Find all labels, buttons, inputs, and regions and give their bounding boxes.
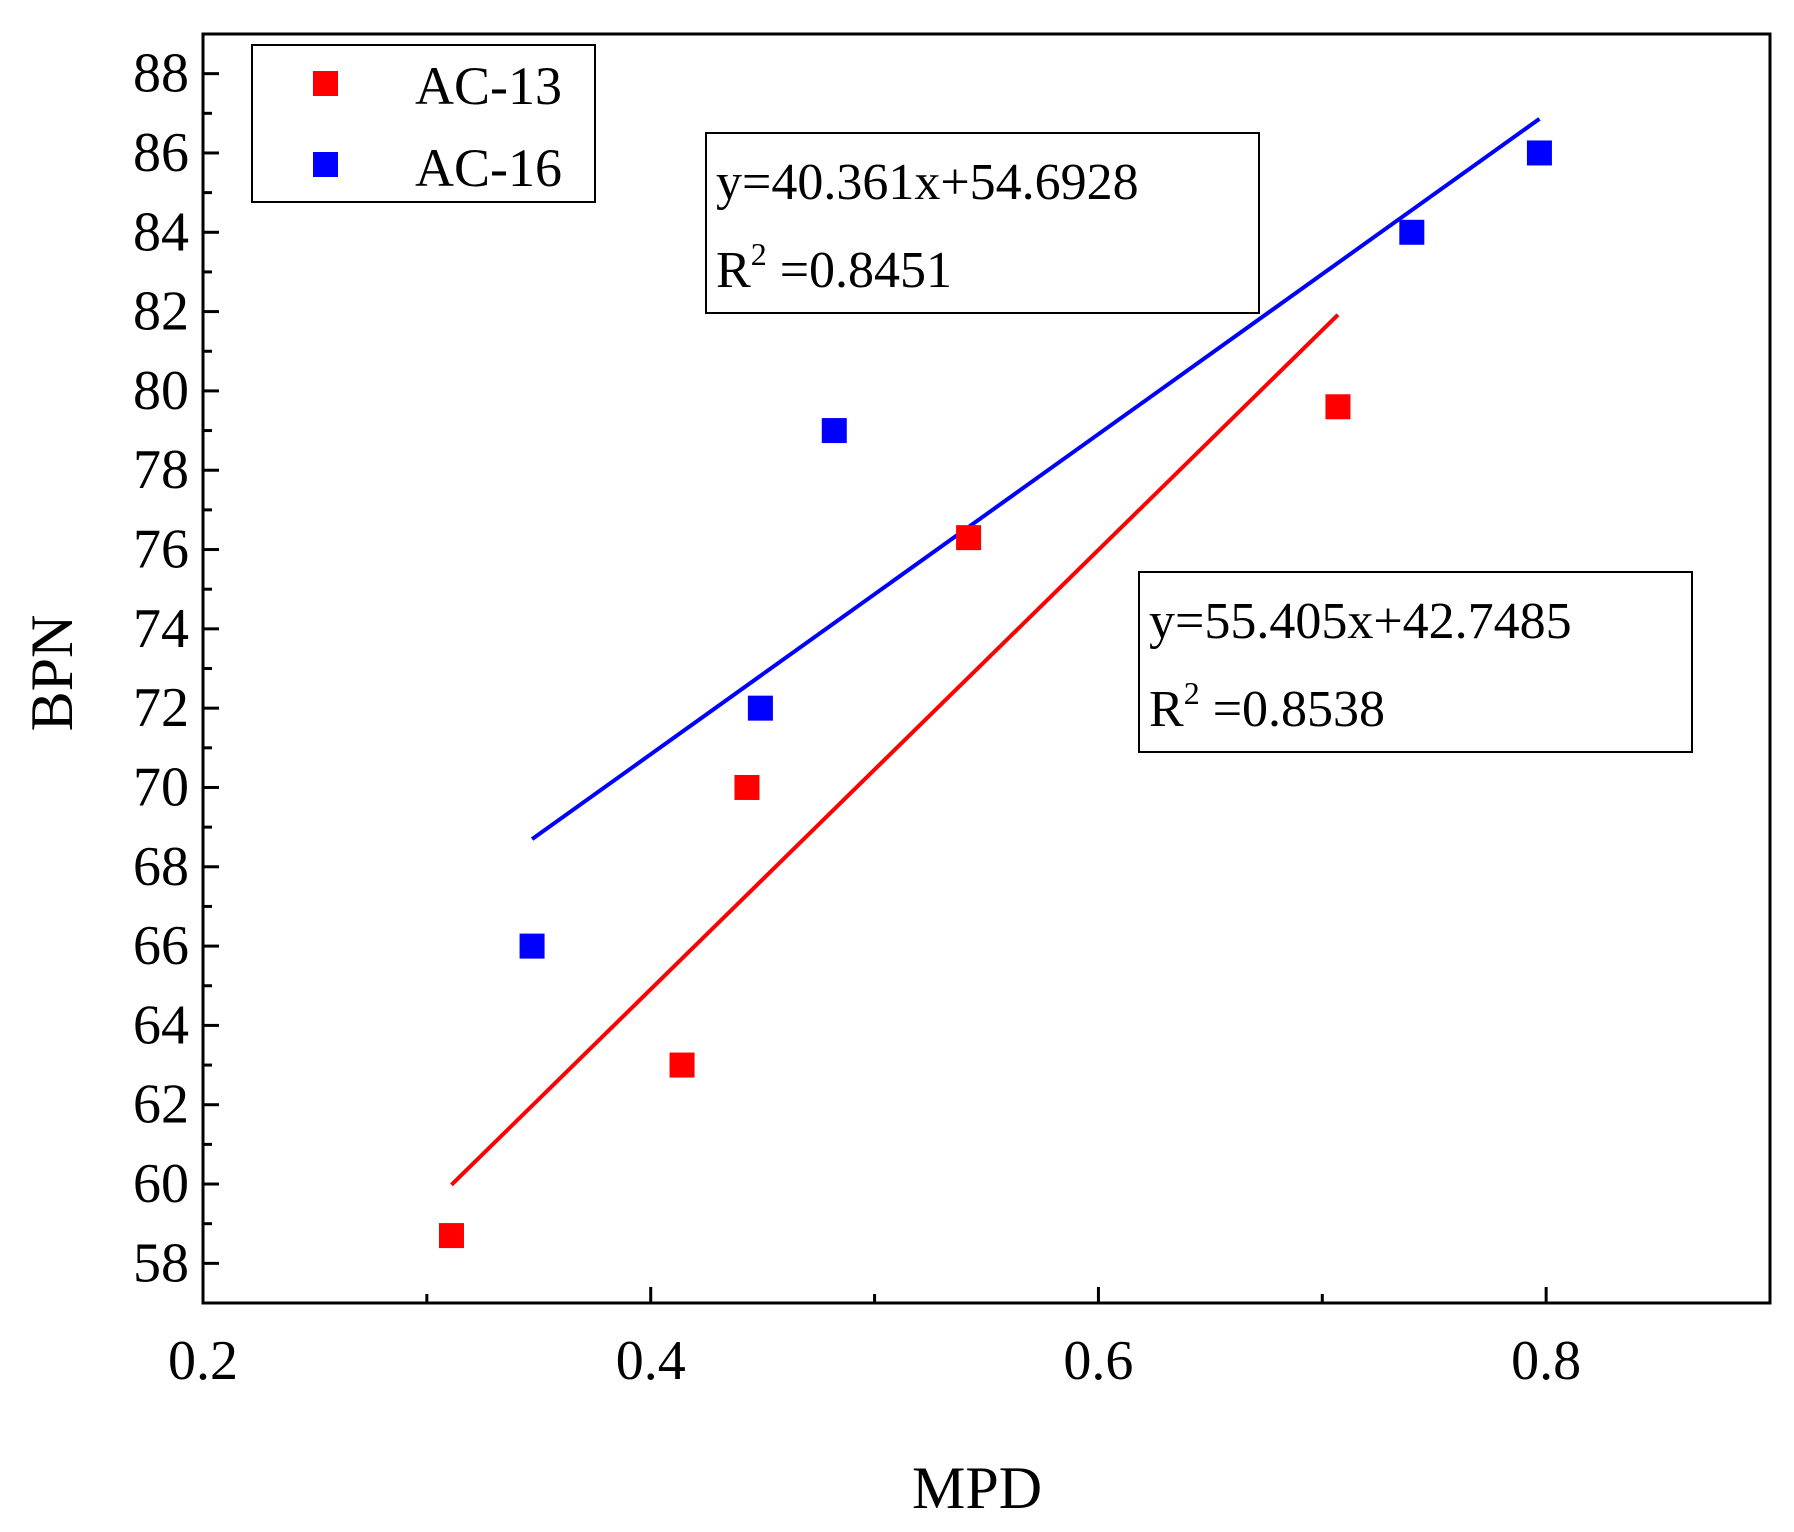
point-ac-13 [734,774,760,800]
point-ac-16 [1526,140,1552,166]
point-ac-16 [747,695,773,721]
y-tick-label: 70 [133,756,189,818]
point-ac-16 [1399,219,1425,245]
equation-ac16: y=40.361x+54.6928 [716,154,1139,211]
y-tick-label: 84 [133,201,189,263]
point-ac-16 [519,933,545,959]
y-tick-label: 58 [133,1232,189,1294]
legend-box [251,44,596,203]
axis-ticks: 0.2 0.4 0.6 0.8 58 60 62 64 66 68 70 72 74 76 78 80 82 84… [133,32,1581,1392]
annotation-ac16-fit: y=40.361x+54.6928 R2 =0.8451 [705,132,1260,314]
annotation-ac13-fit: y=55.405x+42.7485 R2 =0.8538 [1138,571,1693,753]
y-tick-label: 64 [133,994,189,1056]
fit-lines [450,117,1541,1187]
y-tick-label: 82 [133,281,189,343]
fit-line-ac-13 [450,313,1340,1187]
y-tick-label: 80 [133,360,189,422]
y-tick-label: 86 [133,122,189,184]
point-ac-13 [956,525,982,551]
r2-ac13: R2 =0.8538 [1149,675,1385,738]
point-ac-16 [821,418,847,444]
x-tick-label: 0.8 [1511,1330,1581,1392]
y-tick-label: 88 [133,43,189,105]
r2-ac16: R2 =0.8451 [716,236,952,299]
legend: AC-13 AC-16 [251,44,596,203]
annotation-box-ac13 [1138,571,1693,753]
point-ac-13 [438,1223,464,1249]
x-tick-label: 0.4 [616,1330,686,1392]
y-tick-label: 78 [133,439,189,501]
x-axis-title: MPD [912,1455,1042,1521]
annotation-box-ac16 [705,132,1260,314]
legend-label-ac16: AC-16 [415,138,562,198]
point-ac-13 [1325,394,1351,420]
y-tick-label: 66 [133,915,189,977]
plot-frame [201,32,1772,1305]
fit-line-ac-16 [530,117,1541,841]
legend-swatch-ac16 [313,152,338,177]
y-tick-label: 74 [133,598,189,660]
x-tick-label: 0.6 [1063,1330,1133,1392]
legend-label-ac13: AC-13 [415,56,562,116]
equation-ac13: y=55.405x+42.7485 [1149,593,1572,650]
y-tick-label: 72 [133,677,189,739]
y-tick-label: 62 [133,1074,189,1136]
y-tick-label: 60 [133,1153,189,1215]
x-tick-label: 0.2 [168,1330,238,1392]
y-tick-label: 68 [133,836,189,898]
data-points [438,140,1552,1249]
y-tick-label: 76 [133,519,189,581]
y-axis-title: BPN [19,615,85,732]
legend-swatch-ac13 [313,71,338,96]
point-ac-13 [669,1052,695,1078]
